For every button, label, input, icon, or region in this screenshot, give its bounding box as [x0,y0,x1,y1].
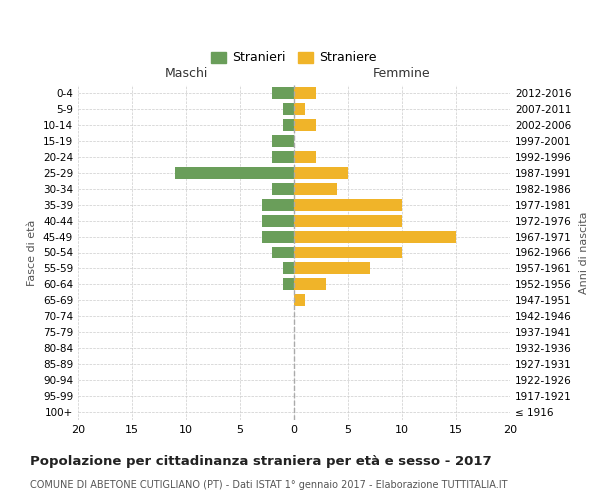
Text: COMUNE DI ABETONE CUTIGLIANO (PT) - Dati ISTAT 1° gennaio 2017 - Elaborazione TU: COMUNE DI ABETONE CUTIGLIANO (PT) - Dati… [30,480,508,490]
Bar [294,119,316,131]
Bar [294,151,316,163]
Bar [283,278,294,290]
Bar [294,103,305,115]
Y-axis label: Anni di nascita: Anni di nascita [578,211,589,294]
Bar [262,214,294,226]
Legend: Stranieri, Straniere: Stranieri, Straniere [207,48,381,68]
Bar [294,246,402,258]
Bar [175,167,294,178]
Bar [294,198,402,210]
Bar [272,87,294,99]
Bar [283,103,294,115]
Bar [262,230,294,242]
Bar [272,151,294,163]
Bar [283,262,294,274]
Y-axis label: Fasce di età: Fasce di età [28,220,37,286]
Bar [262,198,294,210]
Bar [272,246,294,258]
Text: Popolazione per cittadinanza straniera per età e sesso - 2017: Popolazione per cittadinanza straniera p… [30,455,491,468]
Bar [294,167,348,178]
Bar [294,230,456,242]
Bar [294,214,402,226]
Bar [294,262,370,274]
Bar [272,182,294,194]
Bar [294,182,337,194]
Bar [272,135,294,147]
Bar [294,278,326,290]
Bar [294,294,305,306]
Bar [283,119,294,131]
Bar [294,87,316,99]
